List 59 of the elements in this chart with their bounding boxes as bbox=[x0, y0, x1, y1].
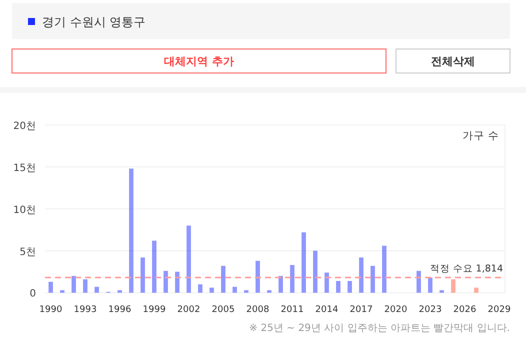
bar bbox=[348, 280, 352, 293]
bar bbox=[164, 270, 168, 293]
y-tick-label: 5천 bbox=[20, 246, 36, 258]
text: 전체삭제 bbox=[431, 55, 475, 68]
bar bbox=[324, 272, 329, 293]
y-tick-label: 20천 bbox=[13, 121, 36, 132]
x-tick-label: 1993 bbox=[74, 305, 97, 315]
bar bbox=[72, 276, 76, 293]
legend-label: 경기 수원시 영통구 bbox=[42, 15, 146, 29]
x-tick-label: 2026 bbox=[453, 305, 476, 315]
x-tick-label: 2002 bbox=[177, 305, 200, 315]
y-tick-label: 15천 bbox=[13, 162, 36, 174]
bar bbox=[94, 286, 99, 293]
bar bbox=[186, 226, 191, 293]
bar bbox=[382, 246, 386, 293]
x-tick-label: 2014 bbox=[315, 305, 338, 315]
bar bbox=[118, 290, 122, 293]
bar bbox=[302, 232, 306, 293]
bar bbox=[232, 286, 237, 293]
bar bbox=[256, 260, 260, 293]
bar bbox=[267, 290, 272, 293]
bar bbox=[440, 290, 444, 293]
bar bbox=[370, 266, 375, 293]
y-tick-label: 0 bbox=[30, 288, 36, 300]
bar bbox=[129, 168, 134, 293]
y-tick-label: 10천 bbox=[13, 204, 36, 216]
x-tick-label: 1996 bbox=[108, 305, 132, 315]
bar bbox=[83, 279, 88, 293]
bar bbox=[48, 282, 53, 293]
bar bbox=[60, 290, 64, 293]
x-tick-label: 1990 bbox=[39, 305, 62, 315]
bar bbox=[474, 288, 478, 293]
x-tick-label: 2023 bbox=[418, 305, 442, 315]
bar bbox=[175, 272, 180, 293]
y-axis-title: 가구 수 bbox=[462, 130, 499, 142]
bar bbox=[290, 265, 294, 293]
bar bbox=[359, 257, 364, 293]
x-tick-label: 2020 bbox=[384, 305, 408, 315]
ref-line-label: 적정 수요 1,814 bbox=[430, 263, 503, 274]
bar bbox=[221, 266, 226, 293]
text: 대체지역 추가 bbox=[164, 55, 234, 68]
x-tick-label: 2017 bbox=[350, 305, 373, 315]
bar bbox=[140, 257, 145, 293]
x-tick-label: 2008 bbox=[246, 305, 270, 315]
bar bbox=[198, 284, 202, 293]
bar bbox=[428, 278, 432, 293]
bar bbox=[336, 280, 340, 293]
bar bbox=[210, 288, 214, 293]
bar bbox=[278, 276, 283, 293]
x-tick-label: 2005 bbox=[212, 305, 235, 315]
bar bbox=[451, 279, 456, 293]
bar bbox=[152, 240, 156, 293]
x-tick-label: 2011 bbox=[280, 305, 304, 315]
text: ※ 25년 ~ 29년 사이 입주하는 아파트는 빨간막대 입니다. bbox=[249, 323, 510, 334]
bar bbox=[244, 290, 248, 293]
x-tick-label: 1999 bbox=[142, 305, 166, 315]
bar bbox=[416, 270, 421, 293]
x-tick-label: 2029 bbox=[488, 305, 511, 315]
bar bbox=[313, 250, 318, 293]
